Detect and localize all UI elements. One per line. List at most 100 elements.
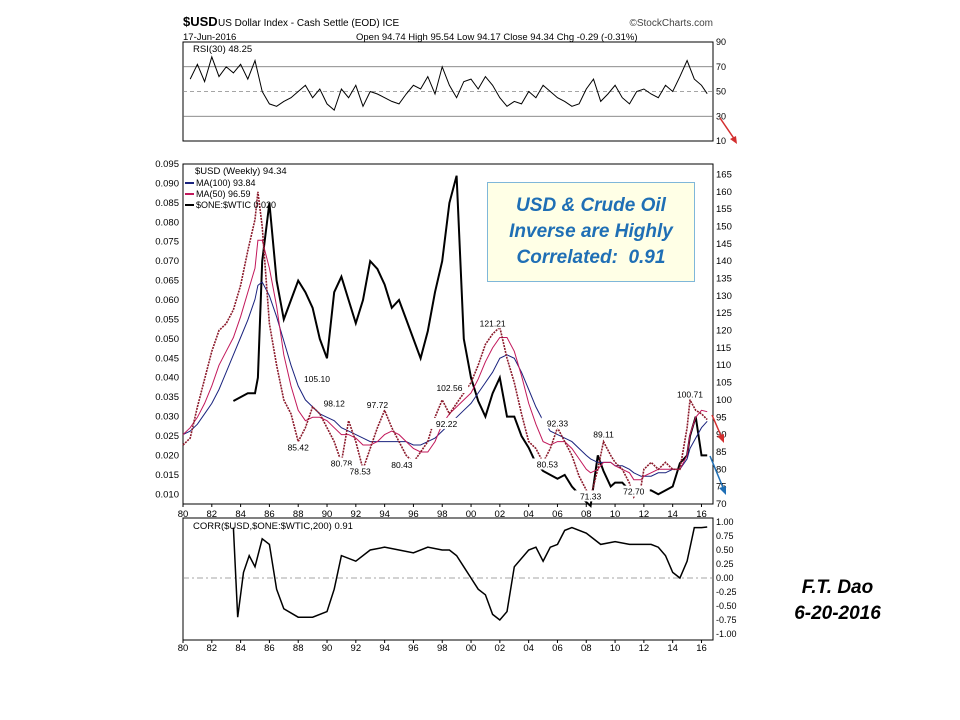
left-tick-label: 0.070 bbox=[155, 256, 179, 267]
value-label-bg bbox=[282, 441, 315, 453]
corr-x-tick-label: 90 bbox=[322, 643, 333, 654]
value-label: 102.56 bbox=[436, 383, 462, 393]
x-tick-label: 16 bbox=[696, 509, 707, 520]
corr-x-tick-label: 16 bbox=[696, 643, 707, 654]
chart-name: US Dollar Index - Cash Settle (EOD) ICE bbox=[218, 18, 399, 29]
value-label: 72.70 bbox=[623, 487, 645, 497]
corr-x-tick-label: 86 bbox=[264, 643, 275, 654]
right-tick-label: 110 bbox=[716, 360, 731, 371]
rsi-tick-label: 30 bbox=[716, 111, 726, 121]
value-label: 85.42 bbox=[288, 443, 310, 453]
rsi-tick-label: 10 bbox=[716, 136, 726, 146]
right-tick-label: 80 bbox=[716, 464, 727, 475]
corr-x-tick-label: 88 bbox=[293, 643, 304, 654]
value-label-bg bbox=[361, 398, 394, 410]
corr-x-tick-label: 00 bbox=[466, 643, 477, 654]
corr-x-tick-label: 04 bbox=[523, 643, 534, 654]
right-tick-label: 160 bbox=[716, 187, 732, 198]
left-tick-label: 0.050 bbox=[155, 334, 179, 345]
trend-arrows bbox=[709, 117, 737, 495]
left-tick-label: 0.020 bbox=[155, 450, 179, 461]
ma50-series-line bbox=[182, 239, 708, 481]
corr-tick-label: 0.00 bbox=[716, 573, 734, 583]
value-label-bg bbox=[574, 490, 607, 502]
value-label: 80.53 bbox=[537, 459, 559, 469]
usd-series-line bbox=[182, 191, 708, 500]
x-tick-label: 12 bbox=[639, 509, 650, 520]
x-tick-label: 86 bbox=[264, 509, 275, 520]
price-right-axis: 7075808590951001051101151201251301351401… bbox=[716, 169, 732, 510]
annotation-line-2: Inverse are Highly bbox=[509, 221, 673, 242]
value-label-bg bbox=[385, 458, 418, 470]
corr-tick-label: -0.75 bbox=[716, 615, 737, 625]
corr-x-tick-label: 80 bbox=[178, 643, 189, 654]
left-tick-label: 0.080 bbox=[155, 217, 179, 228]
value-label-bg bbox=[430, 382, 469, 394]
value-label: 100.71 bbox=[677, 389, 703, 399]
rsi-tick-label: 90 bbox=[716, 37, 726, 47]
value-label: 97.72 bbox=[367, 400, 389, 410]
value-label: 92.33 bbox=[547, 419, 569, 429]
wtic-down-arrow-head bbox=[719, 486, 726, 495]
ma100-series-line bbox=[182, 281, 708, 477]
annotation-line-3: Correlated: 0.91 bbox=[516, 247, 666, 268]
corr-x-tick-label: 82 bbox=[207, 643, 218, 654]
value-label: 92.22 bbox=[436, 419, 458, 429]
corr-x-tick-label: 98 bbox=[437, 643, 448, 654]
x-tick-label: 94 bbox=[379, 509, 390, 520]
corr-x-tick-label: 08 bbox=[581, 643, 592, 654]
price-frame bbox=[182, 163, 714, 505]
left-tick-label: 0.010 bbox=[155, 489, 179, 500]
right-tick-label: 155 bbox=[716, 204, 732, 215]
right-tick-label: 120 bbox=[716, 326, 732, 337]
x-tick-label: 00 bbox=[466, 509, 477, 520]
rsi-tick-label: 50 bbox=[716, 87, 726, 97]
corr-panel: -1.00 -0.75 -0.50 -0.25 0.00 0.25 0.50 0.75 1.00… bbox=[178, 517, 737, 654]
value-label-bg bbox=[473, 317, 512, 329]
value-label: 121.21 bbox=[480, 318, 506, 328]
rsi-label: RSI(30) 48.25 bbox=[193, 44, 252, 55]
x-tick-label: 96 bbox=[408, 509, 419, 520]
corr-x-tick-label: 94 bbox=[379, 643, 390, 654]
legend-wtic: $ONE:$WTIC 0.020 bbox=[196, 200, 276, 210]
x-tick-label: 82 bbox=[207, 509, 218, 520]
corr-x-tick-label: 84 bbox=[235, 643, 246, 654]
corr-x-tick-label: 92 bbox=[351, 643, 362, 654]
left-tick-label: 0.045 bbox=[155, 353, 179, 364]
left-tick-label: 0.015 bbox=[155, 470, 179, 481]
author-signature: F.T. Dao 6-20-2016 bbox=[775, 575, 900, 627]
corr-x-tick-label: 10 bbox=[610, 643, 621, 654]
left-tick-label: 0.065 bbox=[155, 276, 179, 287]
right-tick-label: 165 bbox=[716, 169, 732, 180]
value-label: 80.43 bbox=[391, 460, 413, 470]
value-label-bg bbox=[531, 458, 564, 470]
value-label-bg bbox=[344, 465, 377, 477]
annotation-line-1: USD & Crude Oil bbox=[516, 195, 666, 216]
rsi-tick-label: 70 bbox=[716, 62, 726, 72]
corr-tick-label: -0.50 bbox=[716, 601, 737, 611]
rsi-down-arrow-head bbox=[730, 136, 737, 144]
corr-label: CORR($USD,$ONE:$WTIC,200) 0.91 bbox=[193, 521, 353, 532]
price-legend: $USD (Weekly) 94.34 MA(100) 93.84 MA(50)… bbox=[185, 166, 287, 210]
x-tick-label: 92 bbox=[351, 509, 362, 520]
x-tick-label: 14 bbox=[667, 509, 678, 520]
corr-x-tick-label: 06 bbox=[552, 643, 563, 654]
right-tick-label: 125 bbox=[716, 308, 732, 319]
x-tick-label: 02 bbox=[495, 509, 506, 520]
x-tick-label: 84 bbox=[235, 509, 246, 520]
corr-tick-label: -1.00 bbox=[716, 629, 737, 639]
author-name: F.T. Dao bbox=[801, 577, 874, 598]
legend-ma100: MA(100) 93.84 bbox=[196, 178, 256, 188]
value-label-bg bbox=[325, 457, 358, 469]
right-tick-label: 145 bbox=[716, 239, 732, 250]
right-tick-label: 115 bbox=[716, 343, 731, 354]
corr-x-tick-label: 02 bbox=[495, 643, 506, 654]
rsi-grid bbox=[183, 66, 713, 117]
x-tick-label: 10 bbox=[610, 509, 621, 520]
wtic-down-arrow bbox=[709, 455, 725, 491]
usd-down-arrow-head bbox=[717, 434, 724, 443]
corr-tick-label: 0.25 bbox=[716, 559, 734, 569]
corr-x-tick-label: 14 bbox=[667, 643, 678, 654]
author-date: 6-20-2016 bbox=[794, 603, 881, 624]
